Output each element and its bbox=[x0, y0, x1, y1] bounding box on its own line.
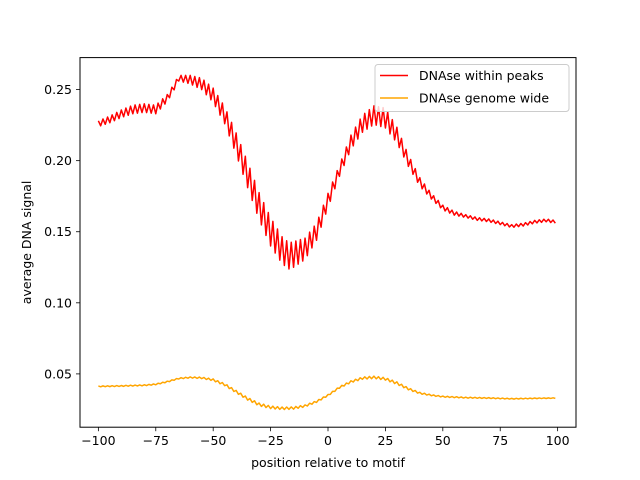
legend-label-peaks: DNAse within peaks bbox=[419, 68, 544, 83]
series-layer bbox=[97, 74, 556, 411]
x-tick-label: −25 bbox=[257, 433, 283, 448]
x-tick-label: −100 bbox=[81, 433, 115, 448]
x-tick-label: 0 bbox=[324, 433, 332, 448]
legend-frame bbox=[374, 64, 570, 112]
y-tick-label: 0.25 bbox=[44, 82, 72, 97]
y-axis-ticks: 0.05 0.10 0.15 0.20 0.25 bbox=[44, 82, 80, 381]
x-axis-ticks: −100 −75 −50 −25 0 25 50 75 100 bbox=[81, 427, 570, 448]
y-tick-label: 0.15 bbox=[44, 224, 72, 239]
x-tick-label: 75 bbox=[492, 433, 508, 448]
y-axis-label: average DNA signal bbox=[19, 181, 34, 305]
x-tick-label: −50 bbox=[200, 433, 226, 448]
x-tick-label: 50 bbox=[435, 433, 451, 448]
plot-area bbox=[80, 57, 576, 428]
x-tick-label: 25 bbox=[377, 433, 393, 448]
y-tick-label: 0.10 bbox=[44, 295, 72, 310]
x-tick-label: −75 bbox=[143, 433, 169, 448]
series-line-0 bbox=[97, 74, 556, 270]
x-tick-label: 100 bbox=[546, 433, 570, 448]
series-line-1 bbox=[98, 375, 556, 411]
x-axis-label: position relative to motif bbox=[251, 455, 405, 470]
legend-label-genome: DNAse genome wide bbox=[419, 91, 549, 106]
y-tick-label: 0.20 bbox=[44, 153, 72, 168]
legend: DNAse within peaks DNAse genome wide bbox=[374, 64, 570, 112]
y-tick-label: 0.05 bbox=[44, 366, 72, 381]
